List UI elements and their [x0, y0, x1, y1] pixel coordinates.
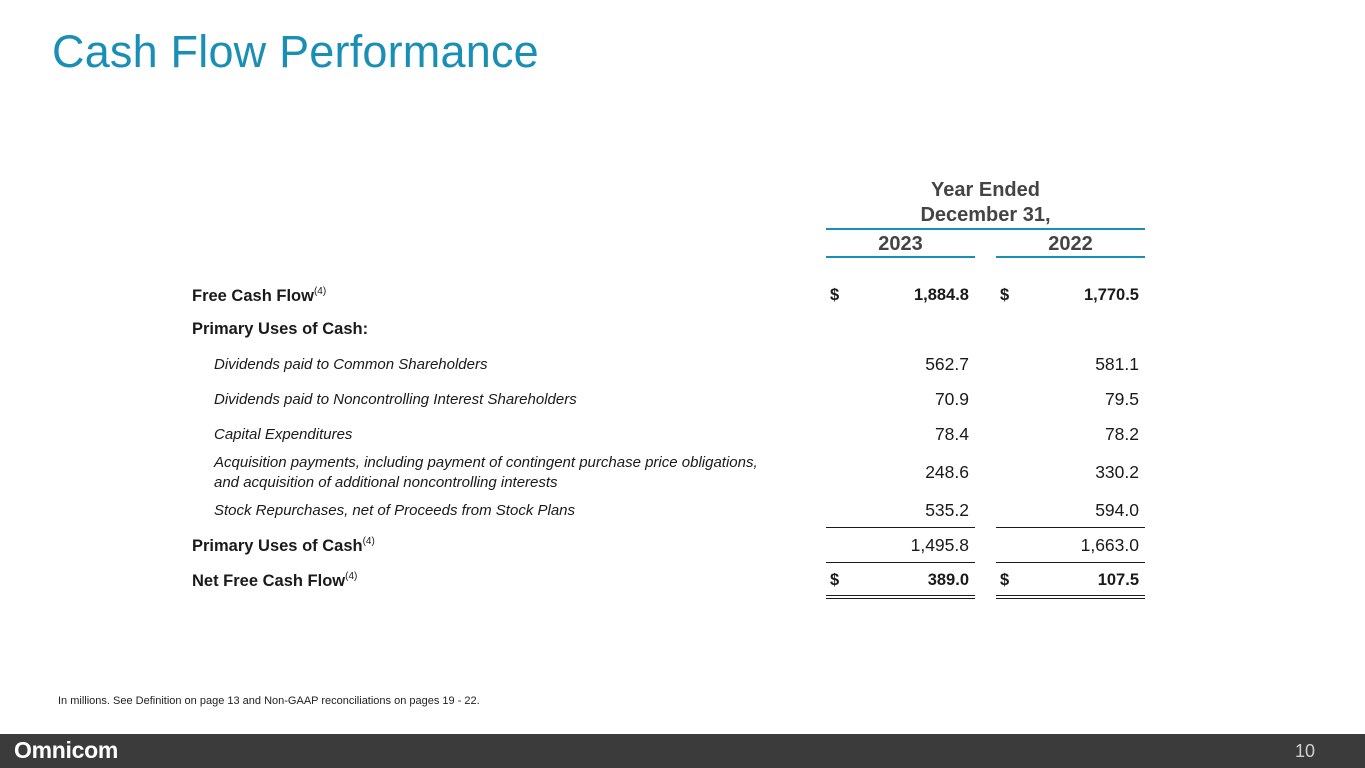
footnote-ref: (4) — [345, 571, 358, 582]
row-label-acquisitions-line2: and acquisition of additional noncontrol… — [214, 474, 558, 491]
currency-symbol: $ — [830, 286, 840, 304]
column-group-header: Year Ended December 31, — [826, 178, 1145, 228]
column-group-header-line1: Year Ended — [931, 179, 1040, 201]
value-net-free-cash-flow-2022: 107.5 — [1097, 571, 1139, 589]
row-label-free-cash-flow: Free Cash Flow(4) — [192, 286, 327, 305]
column-group-header-line2: December 31, — [920, 204, 1051, 226]
total-rule-2022 — [996, 562, 1145, 563]
value-repurchases-2023: 535.2 — [925, 500, 969, 520]
row-label-primary-uses-heading: Primary Uses of Cash: — [192, 320, 369, 338]
double-underline-2023 — [826, 595, 975, 599]
value-acquisitions-2022: 330.2 — [1095, 462, 1139, 482]
column-header-2023: 2023 — [878, 233, 923, 255]
total-rule-2023 — [826, 562, 975, 563]
value-capex-2022: 78.2 — [1104, 424, 1139, 444]
row-label-dividends-common: Dividends paid to Common Shareholders — [214, 356, 488, 373]
row-label-capital-expenditures: Capital Expenditures — [214, 426, 353, 443]
value-acquisitions-2023: 248.6 — [925, 462, 969, 482]
value-dividends-common-2022: 581.1 — [1095, 354, 1139, 374]
value-net-free-cash-flow-2023: 389.0 — [927, 571, 969, 589]
row-label-dividends-noncontrolling: Dividends paid to Noncontrolling Interes… — [214, 391, 577, 408]
value-free-cash-flow-2022: 1,770.5 — [1083, 286, 1139, 304]
value-dividends-noncontrolling-2022: 79.5 — [1104, 389, 1139, 409]
page-number: 10 — [1294, 741, 1315, 761]
column-header-2022: 2022 — [1048, 233, 1093, 255]
value-primary-uses-2022: 1,663.0 — [1080, 535, 1139, 555]
footnote-ref: (4) — [313, 286, 327, 297]
value-capex-2023: 78.4 — [934, 424, 969, 444]
header-divider — [826, 228, 1145, 230]
subtotal-rule-2022 — [996, 527, 1145, 528]
year-underline-2022 — [996, 256, 1145, 258]
footer-bar: Omnicom 10 — [0, 734, 1365, 768]
omnicom-logo: Omnicom — [14, 737, 118, 763]
row-label-acquisitions: Acquisition payments, including payment … — [214, 453, 758, 493]
double-underline-2022 — [996, 595, 1145, 599]
footnote-ref: (4) — [362, 536, 375, 547]
row-label-primary-uses-total: Primary Uses of Cash(4) — [192, 536, 375, 555]
currency-symbol: $ — [830, 571, 840, 589]
year-underline-2023 — [826, 256, 975, 258]
page-title: Cash Flow Performance — [52, 26, 539, 77]
row-label-stock-repurchases: Stock Repurchases, net of Proceeds from … — [214, 502, 576, 519]
currency-symbol: $ — [1000, 286, 1010, 304]
value-repurchases-2022: 594.0 — [1095, 500, 1139, 520]
row-label-net-free-cash-flow: Net Free Cash Flow(4) — [192, 571, 358, 590]
subtotal-rule-2023 — [826, 527, 975, 528]
value-primary-uses-2023: 1,495.8 — [910, 535, 969, 555]
currency-symbol: $ — [1000, 571, 1010, 589]
footnote: In millions. See Definition on page 13 a… — [58, 695, 480, 707]
value-free-cash-flow-2023: 1,884.8 — [913, 286, 969, 304]
value-dividends-common-2023: 562.7 — [925, 354, 969, 374]
value-dividends-noncontrolling-2023: 70.9 — [934, 389, 969, 409]
row-label-acquisitions-line1: Acquisition payments, including payment … — [214, 454, 758, 471]
